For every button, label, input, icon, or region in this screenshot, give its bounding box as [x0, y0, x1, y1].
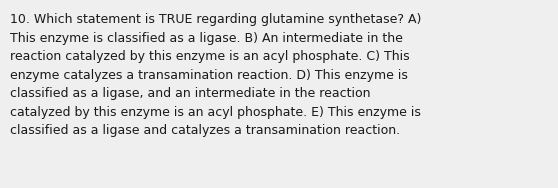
Text: 10. Which statement is TRUE regarding glutamine synthetase? A)
This enzyme is cl: 10. Which statement is TRUE regarding gl…	[10, 13, 421, 137]
